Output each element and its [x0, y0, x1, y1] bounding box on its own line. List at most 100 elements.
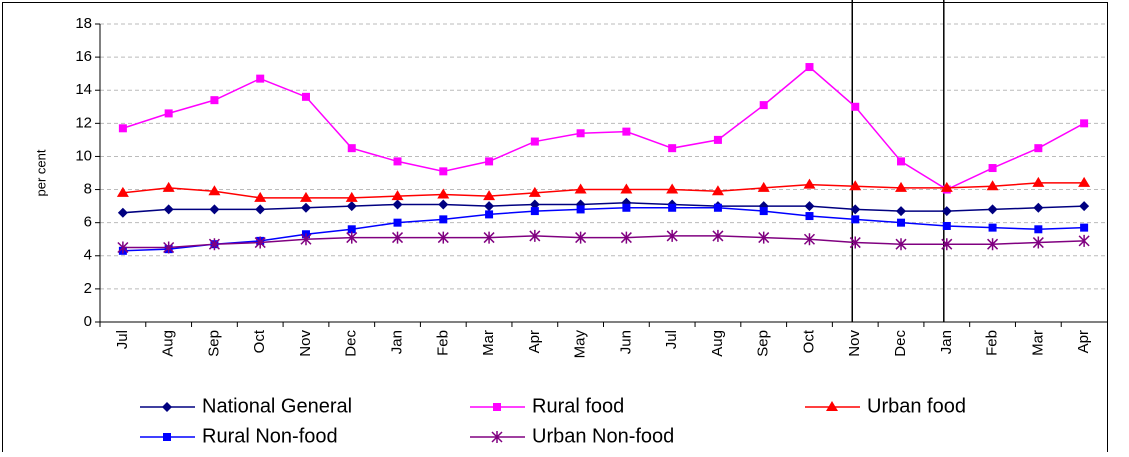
marker — [301, 92, 310, 101]
x-tick-label: Oct — [251, 329, 268, 353]
marker — [850, 204, 861, 215]
marker — [851, 215, 860, 224]
marker — [666, 183, 679, 194]
x-tick-label: Aug — [709, 330, 726, 357]
marker — [758, 231, 770, 244]
marker — [1080, 223, 1089, 232]
marker — [163, 204, 174, 215]
marker — [622, 127, 631, 136]
marker — [485, 157, 494, 166]
marker — [896, 206, 907, 217]
x-tick-label: Oct — [800, 329, 817, 353]
legend-label: Urban food — [867, 395, 966, 417]
marker — [255, 204, 266, 215]
marker — [118, 124, 127, 133]
marker — [805, 63, 814, 72]
marker — [895, 238, 907, 251]
marker — [1034, 225, 1043, 234]
marker — [483, 231, 495, 244]
marker — [897, 218, 906, 227]
marker — [574, 183, 587, 194]
series-line — [122, 235, 1085, 249]
marker — [713, 135, 722, 144]
marker — [711, 185, 724, 196]
marker — [530, 137, 539, 146]
x-tick-label: Sep — [755, 330, 772, 357]
series-line — [122, 66, 1085, 191]
x-tick-label: Mar — [1029, 330, 1046, 356]
y-tick-label: 18 — [75, 15, 92, 32]
marker — [254, 236, 266, 249]
marker — [713, 203, 722, 212]
marker — [895, 181, 908, 192]
marker — [941, 238, 953, 251]
marker — [575, 231, 587, 244]
x-tick-label: Jan — [938, 330, 955, 354]
y-tick-label: 4 — [84, 247, 92, 264]
marker — [529, 199, 540, 210]
marker — [346, 201, 357, 212]
marker — [851, 102, 860, 111]
series-line — [122, 207, 1085, 252]
marker — [484, 201, 495, 212]
x-tick-label: Feb — [984, 330, 1001, 356]
marker — [942, 221, 951, 230]
marker — [117, 241, 129, 254]
marker — [1032, 236, 1044, 249]
marker — [1033, 202, 1044, 213]
y-tick-label: 12 — [75, 114, 92, 131]
y-tick-label: 0 — [84, 313, 92, 330]
marker — [620, 183, 633, 194]
marker — [668, 203, 677, 212]
marker — [485, 210, 494, 219]
marker — [849, 180, 862, 191]
marker — [941, 206, 952, 217]
x-tick-label: Sep — [205, 330, 222, 357]
marker — [437, 231, 449, 244]
marker — [576, 205, 585, 214]
legend-marker — [162, 402, 172, 412]
y-tick-label: 16 — [75, 48, 92, 65]
marker — [164, 109, 173, 118]
series-line — [122, 202, 1085, 214]
x-tick-label: Jul — [663, 330, 680, 349]
marker — [345, 191, 358, 202]
marker — [210, 96, 219, 105]
legend-label: National General — [202, 395, 352, 417]
marker — [1078, 234, 1090, 247]
marker — [439, 167, 448, 176]
marker — [393, 218, 402, 227]
series-line — [122, 182, 1085, 199]
x-tick-label: Apr — [1075, 330, 1092, 353]
marker — [620, 231, 632, 244]
marker — [208, 185, 221, 196]
marker — [162, 181, 175, 192]
marker — [299, 191, 312, 202]
marker — [622, 203, 631, 212]
marker — [987, 238, 999, 251]
marker — [438, 199, 449, 210]
marker — [849, 236, 861, 249]
x-tick-label: Nov — [297, 330, 314, 357]
marker — [528, 186, 541, 197]
legend-label: Urban Non-food — [532, 425, 674, 447]
marker — [439, 215, 448, 224]
marker — [804, 201, 815, 212]
marker — [530, 207, 539, 216]
x-tick-label: Nov — [846, 330, 863, 357]
marker — [209, 204, 220, 215]
marker — [759, 101, 768, 110]
y-tick-label: 10 — [75, 147, 92, 164]
marker — [803, 178, 816, 189]
marker — [1034, 144, 1043, 153]
marker — [803, 233, 816, 246]
chart-frame — [2, 2, 1108, 457]
marker — [1078, 176, 1091, 187]
y-tick-label: 8 — [84, 181, 92, 198]
legend-label: Rural food — [532, 395, 624, 417]
x-tick-label: Mar — [480, 330, 497, 356]
marker — [529, 229, 541, 242]
marker — [712, 229, 724, 242]
marker — [391, 231, 404, 244]
